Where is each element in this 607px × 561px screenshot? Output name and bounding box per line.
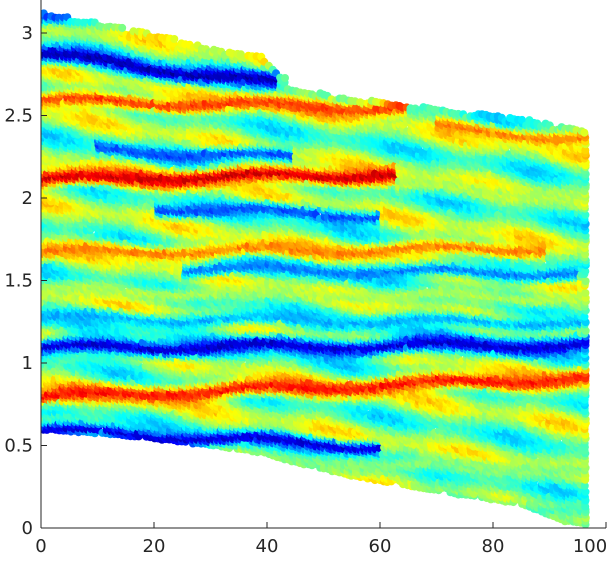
data-points bbox=[41, 9, 590, 528]
data-point bbox=[118, 23, 127, 32]
data-point bbox=[170, 35, 179, 43]
